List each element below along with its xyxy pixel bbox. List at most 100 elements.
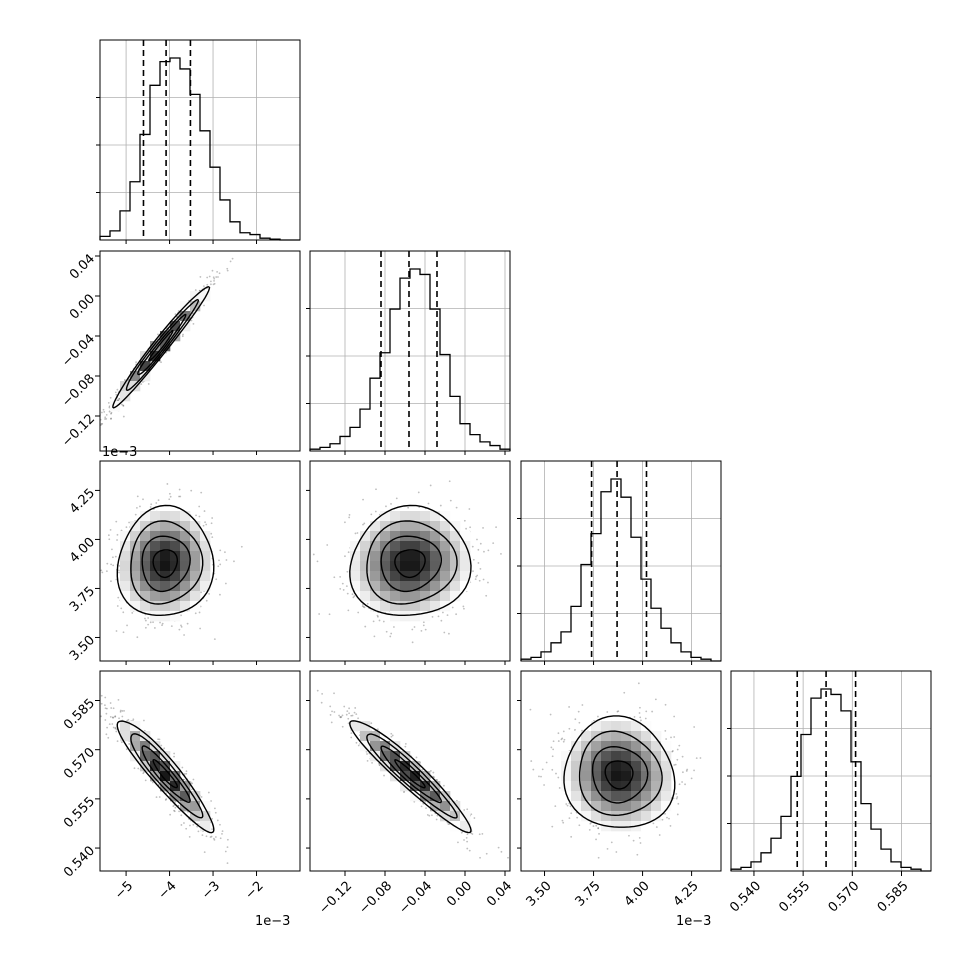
sample-point xyxy=(211,817,214,820)
density-cell xyxy=(360,571,371,582)
sample-point xyxy=(471,833,474,835)
sample-point xyxy=(164,799,167,801)
sample-point xyxy=(211,536,214,539)
sample-point xyxy=(125,748,128,751)
sample-point xyxy=(114,715,117,717)
density-cell xyxy=(130,531,141,542)
sample-point xyxy=(115,730,118,733)
sample-point xyxy=(112,707,115,710)
sample-point xyxy=(139,505,141,508)
sample-point xyxy=(448,480,451,483)
sample-point xyxy=(331,710,333,713)
density-panel-2-0 xyxy=(99,460,301,662)
density-cell xyxy=(400,591,411,602)
sample-point xyxy=(224,850,227,853)
sample-point xyxy=(114,391,117,394)
density-cell xyxy=(430,511,441,522)
density-cell xyxy=(380,581,391,592)
sample-point xyxy=(205,835,208,838)
density-cell xyxy=(120,381,131,392)
sample-point xyxy=(119,710,122,713)
density-cell xyxy=(170,781,181,792)
density-cell xyxy=(420,511,431,522)
sample-point xyxy=(312,553,315,556)
sample-point xyxy=(109,396,112,399)
density-cell xyxy=(460,561,471,572)
density-cell xyxy=(200,801,211,812)
density-cell xyxy=(200,581,211,592)
density-cell xyxy=(410,511,421,522)
sample-point xyxy=(105,570,108,573)
density-cell xyxy=(410,771,421,782)
density-cell xyxy=(190,561,201,572)
sample-point xyxy=(219,837,222,840)
sample-point xyxy=(178,495,180,498)
sample-point xyxy=(178,488,181,491)
sample-point xyxy=(479,567,482,570)
density-cell xyxy=(350,561,361,572)
density-panel-3-0 xyxy=(99,670,301,872)
density-cell xyxy=(380,561,391,572)
sample-point xyxy=(219,593,221,596)
density-cell xyxy=(130,741,141,752)
sample-point xyxy=(446,614,449,617)
density-cell xyxy=(430,791,441,802)
sample-point xyxy=(214,811,217,814)
sample-point xyxy=(170,625,173,628)
sample-point xyxy=(420,805,423,808)
density-cell xyxy=(410,601,421,612)
density-cell xyxy=(450,541,461,552)
sample-point xyxy=(346,570,349,573)
sample-point xyxy=(326,544,329,546)
sample-point xyxy=(500,850,503,853)
sample-point xyxy=(347,551,350,554)
density-cell xyxy=(460,541,471,552)
density-cell xyxy=(440,551,451,562)
sample-point xyxy=(115,393,118,396)
density-cell xyxy=(190,551,201,562)
sample-point xyxy=(163,747,166,750)
density-cell xyxy=(420,571,431,582)
density-cell xyxy=(360,591,371,602)
density-cell xyxy=(390,551,401,562)
density-cell xyxy=(180,781,191,792)
sample-point xyxy=(144,626,147,629)
sample-point xyxy=(435,818,438,821)
sample-point xyxy=(350,736,353,739)
density-cell xyxy=(120,391,131,402)
density-cell xyxy=(130,571,141,582)
sample-point xyxy=(158,796,161,798)
axes-frame xyxy=(99,670,301,872)
sample-point xyxy=(115,520,118,523)
contour-line xyxy=(141,745,191,803)
sample-point xyxy=(103,411,106,413)
sample-point xyxy=(114,555,117,558)
density-cell xyxy=(390,531,401,542)
sample-point xyxy=(181,335,184,338)
density-cell xyxy=(460,581,471,592)
sample-point xyxy=(121,403,123,406)
density-cell xyxy=(200,821,211,832)
sample-point xyxy=(482,578,485,581)
sample-point xyxy=(118,571,120,574)
sample-point xyxy=(111,723,114,725)
density-cell xyxy=(150,741,161,752)
density-cell xyxy=(360,721,371,732)
density-cell xyxy=(370,521,381,532)
density-cell xyxy=(380,591,391,602)
density-cell xyxy=(170,561,181,572)
sample-point xyxy=(217,565,220,568)
density-cell xyxy=(420,541,431,552)
sample-point xyxy=(116,740,119,743)
sample-point xyxy=(390,632,393,635)
sample-point xyxy=(341,714,344,717)
density-cell xyxy=(400,581,411,592)
sample-point xyxy=(645,710,648,713)
sample-point xyxy=(213,638,216,641)
sample-point xyxy=(178,810,180,813)
density-cell xyxy=(400,511,411,522)
density-cell xyxy=(180,801,191,812)
sample-point xyxy=(353,711,356,714)
sample-point xyxy=(470,813,473,816)
contour-line xyxy=(148,329,174,362)
